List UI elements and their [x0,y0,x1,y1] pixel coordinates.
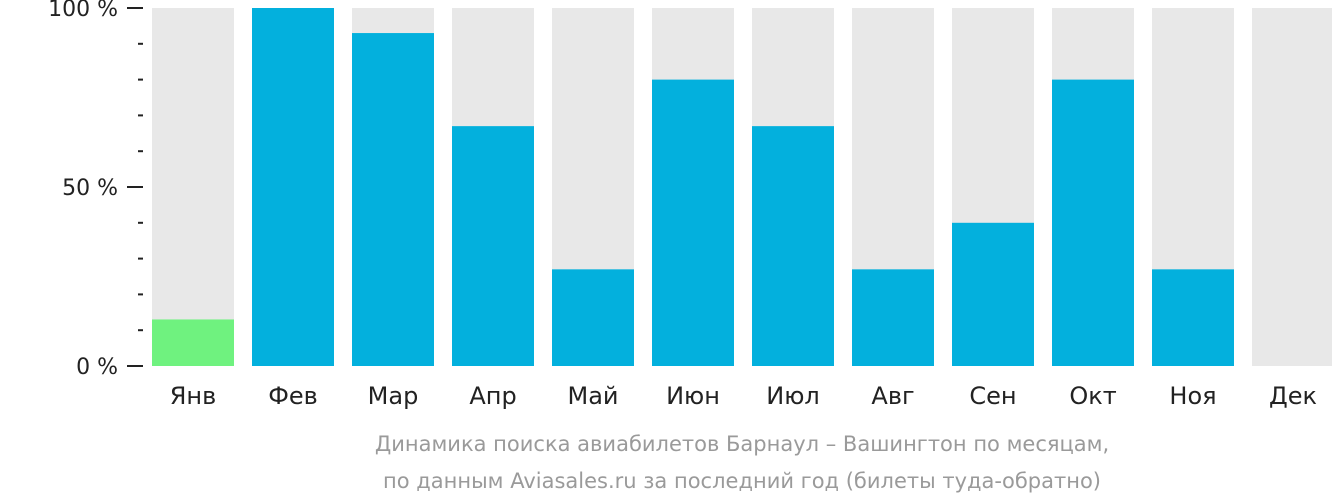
bar [452,126,534,366]
x-category-label: Июн [666,382,720,410]
x-category-label: Ноя [1169,382,1216,410]
y-tick-label: 0 % [76,355,118,380]
bar [352,33,434,367]
x-category-label: Янв [170,382,217,410]
caption-line-2: по данным Aviasales.ru за последний год … [383,469,1101,493]
caption-line-1: Динамика поиска авиабилетов Барнаул – Ва… [375,432,1109,456]
x-category-label: Апр [469,382,516,410]
y-axis: 100 % 50 % 0 % [48,0,143,380]
x-axis-labels: Янв Фев Мар Апр Май Июн Июл Авг Сен Окт Ноя Дек [170,382,1317,410]
bar [952,222,1034,366]
bar [652,79,734,366]
bar-track [152,8,234,366]
x-category-label: Сен [969,382,1016,410]
x-category-label: Фев [268,382,318,410]
bars [152,8,1332,367]
x-category-label: Мар [368,382,419,410]
bar-track [1252,8,1332,366]
bar [852,269,934,366]
bar [552,269,634,366]
y-tick-label: 100 % [48,0,118,22]
bar [1152,269,1234,366]
x-category-label: Июл [766,382,820,410]
bar [1052,79,1134,366]
x-category-label: Авг [871,382,914,410]
x-category-label: Май [567,382,618,410]
x-category-label: Дек [1269,382,1317,410]
y-tick-label: 50 % [62,176,118,201]
bar [152,319,234,366]
x-category-label: Окт [1069,382,1116,410]
bar [752,126,834,366]
bar [252,8,334,366]
